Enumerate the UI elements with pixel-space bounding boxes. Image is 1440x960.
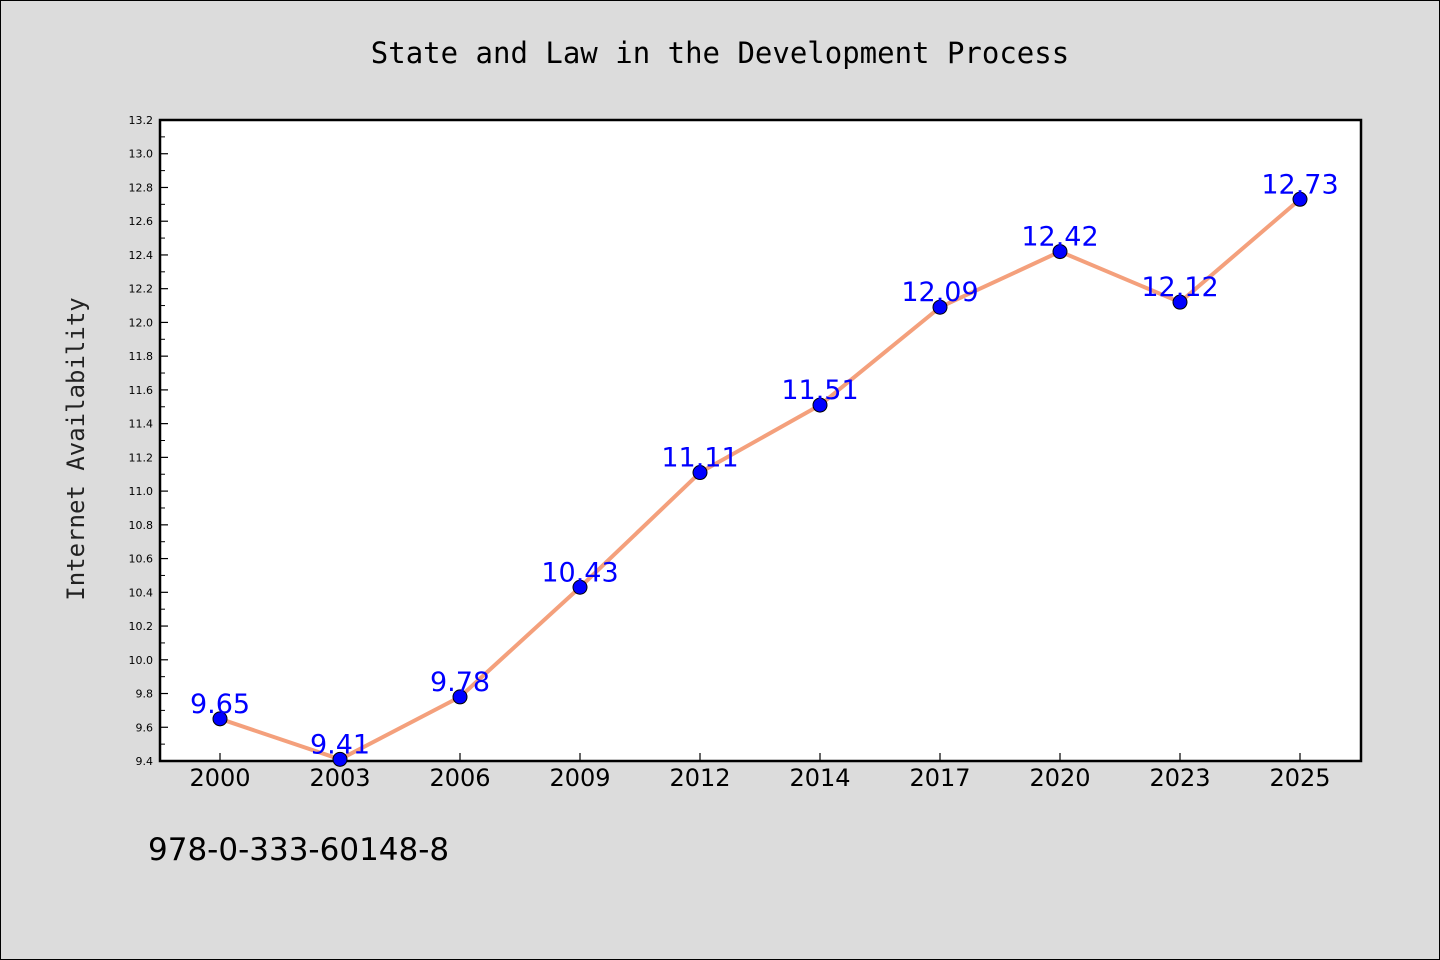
x-tick-label: 2006 [429,764,490,792]
y-axis-ticks: 9.4 9.6 9.8 10.0 10.2 10.4 10.6 10.8 11.0 11.2 11.… [129,114,168,768]
y-tick-label: 12.8 [129,181,154,194]
data-point [332,751,348,767]
x-tick-label: 2012 [669,764,730,792]
footnote-isbn: 978-0-333-60148-8 [148,832,450,868]
x-tick-label: 2014 [789,764,850,792]
series-line [218,197,1302,762]
y-tick-label: 11.4 [129,418,154,431]
data-label: 9.78 [430,667,490,698]
x-tick-label: 2017 [909,764,970,792]
x-axis-ticks: 2000 2003 2006 2009 2012 2014 2017 2020 2023 2025 [189,753,1331,792]
data-label: 11.11 [661,443,738,474]
y-tick-label: 10.8 [129,519,154,532]
data-point [212,711,228,727]
y-tick-label: 11.8 [129,350,154,363]
data-point [572,579,588,595]
y-tick-label: 12.4 [129,249,154,262]
series-layer [212,191,1308,767]
data-label: 9.65 [190,689,250,720]
y-tick-label: 9.4 [136,755,154,768]
y-tick-label: 10.6 [129,553,154,566]
data-label: 11.51 [781,375,858,406]
data-label: 12.12 [1141,272,1218,303]
y-tick-label: 11.6 [129,384,154,397]
y-tick-label: 11.0 [129,485,154,498]
data-labels-layer: 9.65 9.41 9.78 10.43 11.11 11.51 12.09 12.42 12.… [190,169,1339,760]
x-tick-label: 2000 [189,764,250,792]
x-tick-label: 2025 [1269,764,1330,792]
y-tick-label: 10.0 [129,654,154,667]
y-tick-label: 9.6 [136,721,154,734]
data-point [1052,244,1068,260]
data-point [1292,191,1308,207]
y-tick-label: 13.2 [129,114,154,127]
y-tick-label: 12.0 [129,316,154,329]
x-tick-label: 2003 [309,764,370,792]
y-tick-label: 12.6 [129,215,154,228]
x-tick-label: 2023 [1149,764,1210,792]
y-tick-label: 11.2 [129,451,154,464]
y-tick-label: 10.2 [129,620,154,633]
y-tick-label: 13.0 [129,148,154,161]
y-tick-label: 9.8 [136,688,154,701]
x-tick-label: 2009 [549,764,610,792]
data-label: 12.73 [1261,169,1338,200]
y-tick-label: 10.4 [129,586,154,599]
x-tick-label: 2020 [1029,764,1090,792]
data-point [932,299,948,315]
data-label: 10.43 [541,557,618,588]
data-label: 12.09 [901,277,978,308]
data-label: 9.41 [310,729,370,760]
y-tick-label: 12.2 [129,283,154,296]
data-point [692,465,708,481]
chart-title: State and Law in the Development Process [371,36,1069,70]
data-label: 12.42 [1021,222,1098,253]
data-point [812,397,828,413]
data-point [1172,294,1188,310]
y-axis-label: Internet Availability [62,297,90,600]
data-point [452,689,468,705]
plot-area [158,118,1363,763]
